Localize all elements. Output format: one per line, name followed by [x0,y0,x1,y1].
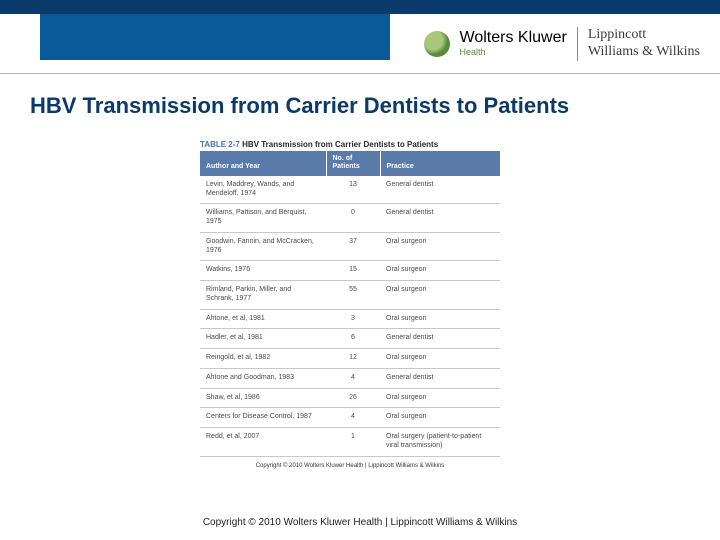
cell-patients: 26 [326,388,380,408]
brand-secondary-line1: Lippincott [588,27,646,42]
brand-secondary-line2: Williams & Wilkins [588,44,700,59]
cell-practice: Oral surgeon [380,309,500,329]
cell-author: Goodwin, Fannin, and McCracken, 1976 [200,232,326,261]
cell-practice: General dentist [380,368,500,388]
slide-header: Wolters Kluwer Health Lippincott William… [0,14,720,74]
cell-practice: Oral surgeon [380,281,500,310]
col-patients-header: No. of Patients [326,151,380,176]
cell-patients: 4 [326,408,380,428]
cell-practice: General dentist [380,176,500,204]
table-row: Shaw, et al, 198626Oral surgeon [200,388,500,408]
table-row: Reingold, et al, 198212Oral surgeon [200,349,500,369]
cell-practice: Oral surgery (patient-to-patient viral t… [380,428,500,457]
brand-group: Wolters Kluwer Health Lippincott William… [424,27,700,61]
cell-practice: Oral surgeon [380,388,500,408]
cell-practice: Oral surgeon [380,408,500,428]
table-row: Ahtone and Goodman, 19834General dentist [200,368,500,388]
cell-patients: 6 [326,329,380,349]
cell-practice: General dentist [380,329,500,349]
cell-patients: 1 [326,428,380,457]
cell-practice: Oral surgeon [380,232,500,261]
table-caption: TABLE 2-7 HBV Transmission from Carrier … [200,140,500,149]
cell-author: Ahtone, et al, 1981 [200,309,326,329]
table-row: Goodwin, Fannin, and McCracken, 197637Or… [200,232,500,261]
brand-primary-text: Wolters Kluwer Health [460,29,567,58]
table-caption-text: HBV Transmission from Carrier Dentists t… [242,140,438,149]
cell-practice: General dentist [380,204,500,233]
brand-sub-label: Health [460,48,567,58]
cell-patients: 3 [326,309,380,329]
cell-author: Reingold, et al, 1982 [200,349,326,369]
brand-primary-label: Wolters Kluwer [460,29,567,47]
brand-divider [577,27,578,61]
cell-patients: 37 [326,232,380,261]
page-title: HBV Transmission from Carrier Dentists t… [0,74,720,120]
cell-author: Centers for Disease Control, 1987 [200,408,326,428]
top-accent-bar [0,0,720,14]
cell-patients: 4 [326,368,380,388]
col-author-header: Author and Year [200,151,326,176]
cell-patients: 15 [326,261,380,281]
footer-copyright: Copyright © 2010 Wolters Kluwer Health |… [0,517,720,528]
table-row: Levin, Maddrey, Wands, and Mendeloff, 19… [200,176,500,204]
table-row: Ahtone, et al, 19813Oral surgeon [200,309,500,329]
table-row: Hadler, et al, 19816General dentist [200,329,500,349]
table-row: Centers for Disease Control, 19874Oral s… [200,408,500,428]
brand-secondary-text: Lippincott Williams & Wilkins [588,27,700,59]
table-row: Williams, Pattison, and Berquist, 19750G… [200,204,500,233]
cell-practice: Oral surgeon [380,349,500,369]
cell-patients: 12 [326,349,380,369]
cell-patients: 0 [326,204,380,233]
table-caption-prefix: TABLE 2-7 [200,140,240,149]
table-inner-copyright: Copyright © 2010 Wolters Kluwer Health |… [200,463,500,469]
col-practice-header: Practice [380,151,500,176]
header-accent-block [40,14,390,60]
cell-patients: 55 [326,281,380,310]
table-row: Rimland, Parkin, Miller, and Schrank, 19… [200,281,500,310]
cell-author: Redd, et al, 2007 [200,428,326,457]
cell-author: Shaw, et al, 1986 [200,388,326,408]
table-figure: TABLE 2-7 HBV Transmission from Carrier … [200,140,500,469]
cell-author: Hadler, et al, 1981 [200,329,326,349]
cell-author: Levin, Maddrey, Wands, and Mendeloff, 19… [200,176,326,204]
table-row: Watkins, 197615Oral surgeon [200,261,500,281]
cell-patients: 13 [326,176,380,204]
hbv-transmission-table: Author and Year No. of Patients Practice… [200,151,500,457]
cell-author: Williams, Pattison, and Berquist, 1975 [200,204,326,233]
cell-author: Ahtone and Goodman, 1983 [200,368,326,388]
table-header-row: Author and Year No. of Patients Practice [200,151,500,176]
cell-author: Watkins, 1976 [200,261,326,281]
wolters-kluwer-logo-icon [424,31,450,57]
cell-author: Rimland, Parkin, Miller, and Schrank, 19… [200,281,326,310]
table-row: Redd, et al, 20071Oral surgery (patient-… [200,428,500,457]
cell-practice: Oral surgeon [380,261,500,281]
